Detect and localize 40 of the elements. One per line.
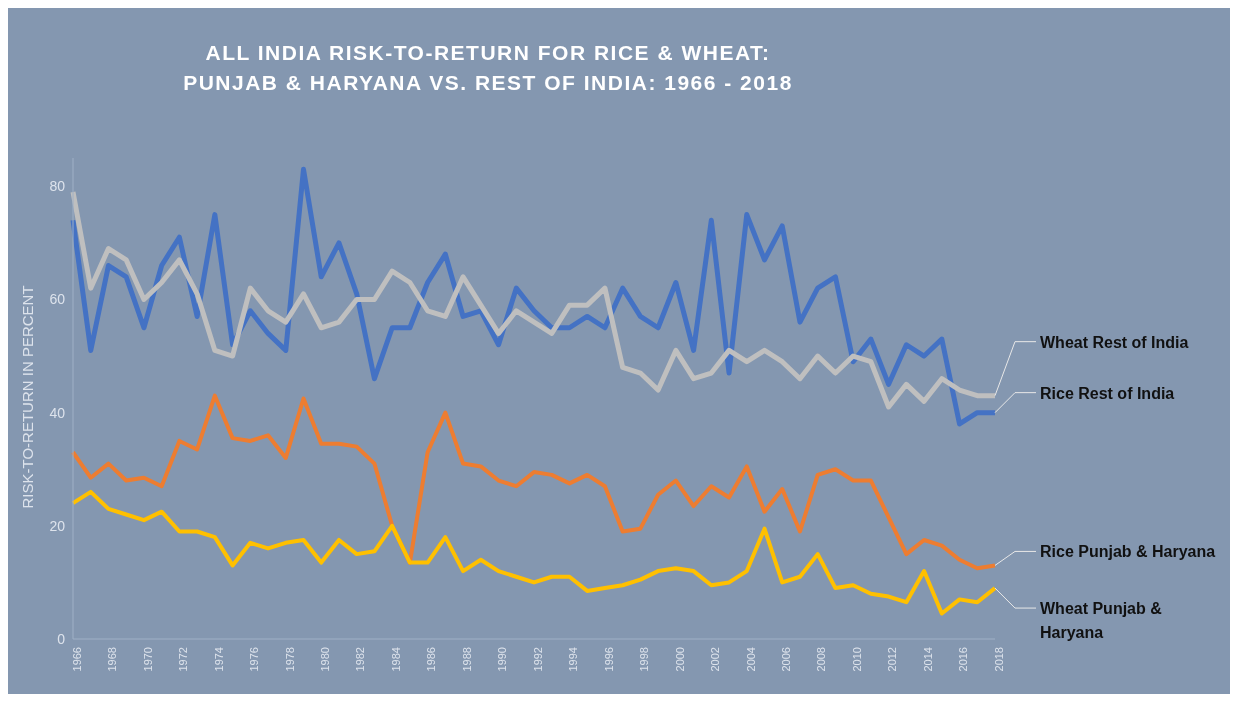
x-tick-label: 1984	[389, 647, 402, 672]
y-tick-label: 40	[49, 404, 66, 421]
x-tick-label: 2004	[744, 647, 757, 672]
line-series	[71, 489, 997, 616]
chart-title: ALL INDIA RISK-TO-RETURN FOR RICE & WHEAT: PUNJAB & HARYANA VS. REST OF INDIA: 1966 - 2018	[182, 40, 794, 96]
x-tick-label: 2006	[780, 647, 793, 672]
x-tick-label: 1968	[106, 647, 119, 672]
x-tick-label: 2012	[886, 647, 899, 672]
x-tick-label: 1996	[602, 647, 615, 672]
y-tick-label: 80	[49, 178, 66, 195]
x-tick-label: 1986	[425, 647, 438, 672]
x-tick-label: 2002	[709, 647, 722, 672]
x-tick-label: 2016	[957, 647, 970, 672]
x-tick-label: 1970	[141, 647, 154, 672]
text: Wheat Rest of India	[1040, 333, 1189, 351]
x-tick-label: 1978	[283, 647, 296, 672]
text: Wheat Punjab & Haryana	[1040, 600, 1163, 642]
x-tick-label: 1976	[248, 647, 261, 672]
x-tick-label: 2014	[921, 647, 934, 672]
text: Rice Punjab & Haryana	[1040, 543, 1216, 561]
x-tick-label: 1972	[177, 647, 190, 672]
x-tick-label: 1998	[638, 647, 651, 672]
x-tick-label: 1994	[567, 647, 580, 672]
y-tick-label: 60	[49, 291, 66, 308]
x-tick-label: 2010	[850, 647, 863, 672]
x-tick-label: 1966	[70, 647, 83, 672]
x-tick-label: 2000	[673, 647, 686, 672]
y-tick-label: 0	[57, 630, 66, 647]
x-tick-label: 2008	[815, 647, 828, 672]
x-tick-label: 1974	[212, 647, 225, 672]
text: Rice Rest of India	[1040, 384, 1175, 402]
line-series	[71, 393, 997, 571]
x-tick-label: 1988	[460, 647, 473, 672]
x-tick-label: 1990	[496, 647, 509, 672]
x-tick-label: 1992	[531, 647, 544, 672]
x-tick-label: 2018	[992, 647, 1005, 672]
x-tick-label: 1980	[319, 647, 332, 672]
y-axis-title: RISK-TO-RETURN IN PERCENT	[19, 285, 37, 509]
x-tick-label: 1982	[354, 647, 367, 672]
y-tick-label: 20	[49, 517, 66, 534]
